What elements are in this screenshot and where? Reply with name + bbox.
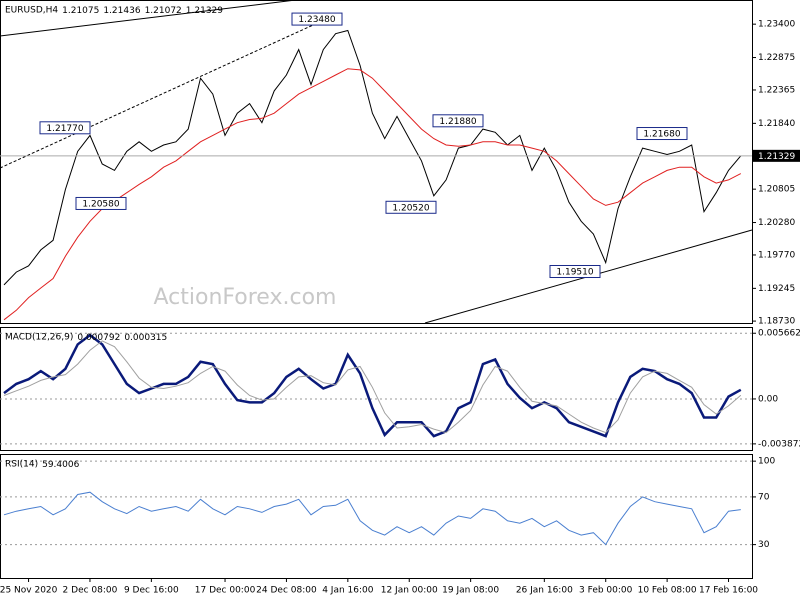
y-tick-label: 30: [758, 540, 770, 550]
y-tick-label: -0.003872: [758, 439, 800, 449]
y-tick-label: 1.22875: [758, 53, 795, 63]
plot-layer: 1.23400 1.22875 1.22365 1.21840 1.20805 1.202…: [0, 6, 800, 596]
price-panel: [0, 0, 753, 324]
panel-value: 1.21329: [186, 6, 223, 16]
y-tick-label: 1.22365: [758, 85, 795, 95]
y-tick-label: 0.00: [758, 394, 778, 404]
panel-value: 59.4006: [42, 460, 79, 470]
series-line: [3, 68, 742, 321]
x-tick-label: 25 Nov 2020: [0, 586, 58, 596]
price-label: 1.19510: [556, 267, 593, 277]
x-tick-label: 19 Jan 08:00: [442, 586, 499, 596]
series-line: [3, 491, 741, 546]
series-line: [3, 340, 742, 434]
x-tick-label: 9 Dec 16:00: [124, 586, 179, 596]
price-label-box: [636, 127, 688, 141]
price-label: 1.21770: [46, 124, 83, 134]
x-tick-label: 10 Feb 08:00: [638, 586, 697, 596]
channel-line: [0, 14, 336, 169]
price-label-box: [432, 114, 484, 128]
x-tick-label: 12 Jan 00:00: [381, 586, 438, 596]
panel-value: 1.21436: [103, 6, 140, 16]
y-tick-label: 0.005662: [758, 329, 800, 339]
price-label: 1.20580: [82, 199, 119, 209]
x-tick-label: 3 Feb 00:00: [579, 586, 633, 596]
price-label: 1.21880: [439, 117, 476, 127]
x-tick-label: 2 Dec 08:00: [63, 586, 118, 596]
y-tick-label: 1.19770: [758, 250, 795, 260]
x-tick-label: 17 Feb 16:00: [699, 586, 758, 596]
series-line: [3, 29, 742, 286]
last-price-box: [752, 149, 800, 162]
x-tick-label: 17 Dec 00:00: [195, 586, 256, 596]
price-label-box: [75, 196, 127, 210]
x-tick-label: 26 Jan 16:00: [516, 586, 573, 596]
panel-value: 0.000315: [124, 333, 167, 343]
channel-line: [0, 0, 300, 37]
series-line: [3, 333, 742, 438]
y-tick-label: 70: [758, 492, 770, 502]
panel-value: 0.000792: [77, 333, 120, 343]
panel-value: 1.21075: [62, 6, 99, 16]
price-label-box: [39, 121, 91, 135]
panel-value: 1.21072: [145, 6, 182, 16]
price-label: 1.20520: [392, 203, 429, 213]
rsi-panel: [0, 454, 753, 579]
panel-title: MACD(12,26,9) 0.000792 0.000315: [5, 333, 167, 343]
macd-panel: [0, 327, 753, 451]
y-tick-label: 1.23400: [758, 20, 795, 30]
panel-title: EURUSD,H4 1.21075 1.21436 1.21072 1.21329: [5, 6, 223, 16]
price-label: 1.23480: [298, 15, 335, 25]
price-label: 1.21680: [643, 130, 680, 140]
y-tick-label: 1.21840: [758, 119, 795, 129]
price-label-box: [291, 12, 343, 26]
x-tick-label: 24 Dec 08:00: [256, 586, 317, 596]
panel-title: RSI(14) 59.4006: [5, 460, 80, 470]
price-label-box: [549, 264, 601, 278]
y-tick-label: 1.19245: [758, 284, 795, 294]
y-tick-label: 1.20280: [758, 218, 795, 228]
x-tick-label: 4 Jan 16:00: [322, 586, 374, 596]
y-tick-label: 1.20805: [758, 185, 795, 195]
y-tick-label: 1.18730: [758, 317, 795, 327]
watermark: ActionForex.com: [154, 285, 337, 310]
last-price-label: 1.21329: [758, 152, 795, 162]
y-tick-label: 100: [758, 457, 775, 467]
price-label-box: [385, 200, 437, 214]
